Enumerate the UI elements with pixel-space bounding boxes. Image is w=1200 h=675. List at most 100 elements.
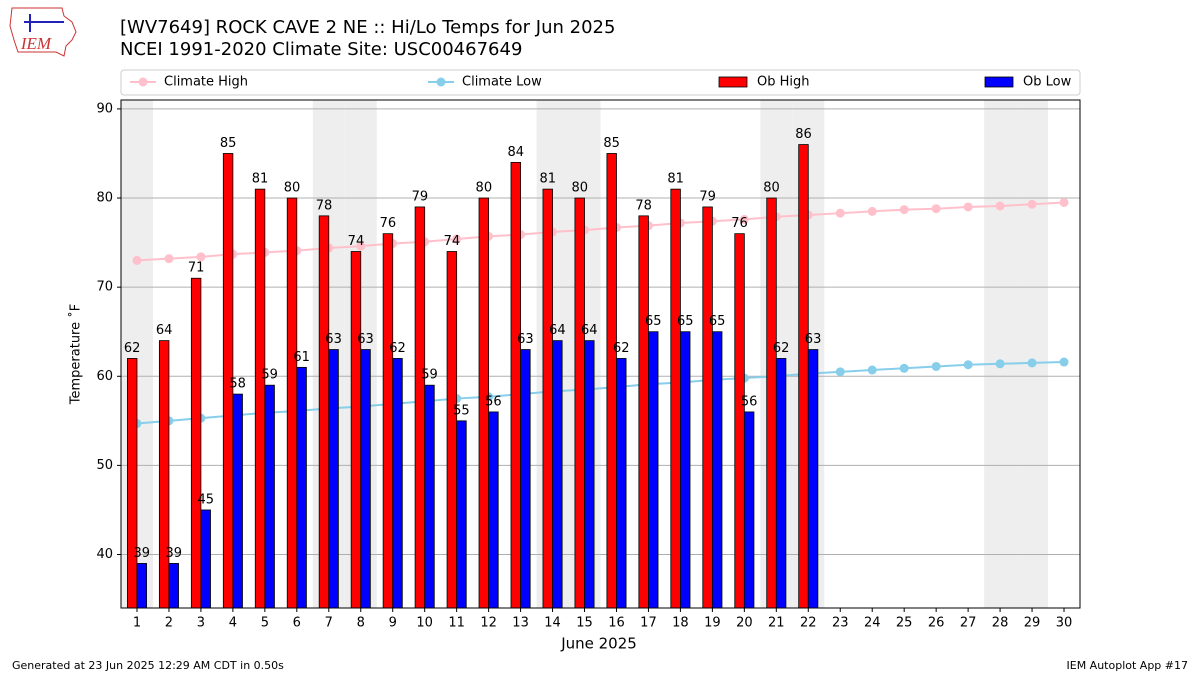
y-tick-label: 90 bbox=[96, 101, 113, 116]
bar bbox=[382, 233, 394, 609]
point bbox=[899, 363, 909, 373]
bar bbox=[264, 384, 275, 609]
value-label: 62 bbox=[124, 341, 141, 356]
bar bbox=[190, 277, 202, 609]
point bbox=[196, 252, 206, 262]
value-label: 64 bbox=[156, 323, 173, 338]
x-tick-label: 5 bbox=[261, 616, 269, 631]
value-label: 63 bbox=[517, 332, 534, 347]
point bbox=[1027, 199, 1037, 209]
x-tick-label: 28 bbox=[992, 616, 1009, 631]
x-tick-label: 10 bbox=[416, 616, 433, 631]
bar bbox=[446, 251, 458, 609]
x-tick-label: 23 bbox=[832, 616, 849, 631]
bar bbox=[542, 188, 553, 609]
value-label: 64 bbox=[549, 323, 566, 338]
value-label: 62 bbox=[773, 341, 790, 356]
bar bbox=[520, 349, 531, 609]
x-tick-label: 17 bbox=[640, 616, 657, 631]
value-label: 65 bbox=[645, 314, 662, 329]
value-label: 63 bbox=[805, 332, 822, 347]
bar bbox=[296, 366, 307, 609]
x-tick-label: 13 bbox=[512, 616, 529, 631]
point bbox=[132, 255, 142, 265]
value-label: 55 bbox=[453, 403, 470, 418]
bar bbox=[702, 206, 713, 609]
x-tick-label: 18 bbox=[672, 616, 689, 631]
bar bbox=[807, 349, 819, 609]
logo-text: IEM bbox=[20, 34, 52, 53]
value-label: 85 bbox=[220, 136, 237, 151]
value-label: 78 bbox=[635, 198, 652, 213]
x-tick-label: 3 bbox=[197, 616, 205, 631]
bar bbox=[328, 349, 339, 609]
bar bbox=[136, 563, 147, 609]
y-tick-label: 40 bbox=[96, 547, 113, 562]
x-tick-label: 7 bbox=[325, 616, 333, 631]
bar bbox=[318, 215, 330, 609]
bar bbox=[584, 340, 595, 609]
x-tick-label: 2 bbox=[165, 616, 173, 631]
bar bbox=[574, 197, 585, 609]
bar bbox=[743, 411, 755, 609]
x-tick-label: 11 bbox=[448, 616, 465, 631]
value-label: 86 bbox=[795, 127, 812, 142]
bar bbox=[200, 509, 211, 609]
legend-label: Climate High bbox=[164, 75, 248, 90]
point bbox=[356, 241, 366, 251]
shade-band bbox=[984, 100, 1017, 608]
value-label: 74 bbox=[444, 234, 461, 249]
bar bbox=[606, 153, 617, 609]
value-label: 63 bbox=[325, 332, 342, 347]
plot-area: 62 64 71 85 81 80 78 74 76 79 74 80 84 81 80 85 78 81 79 76… bbox=[121, 100, 1080, 609]
x-tick-label: 19 bbox=[704, 616, 721, 631]
value-label: 84 bbox=[508, 145, 525, 160]
x-tick-label: 27 bbox=[960, 616, 977, 631]
legend-swatch bbox=[984, 76, 1014, 88]
legend-marker bbox=[436, 77, 446, 87]
point bbox=[835, 367, 845, 377]
value-label: 80 bbox=[476, 181, 493, 196]
x-tick-label: 29 bbox=[1024, 616, 1041, 631]
value-label: 80 bbox=[763, 181, 780, 196]
legend-label: Ob High bbox=[757, 75, 810, 90]
value-label: 79 bbox=[412, 189, 429, 204]
x-tick-label: 22 bbox=[800, 616, 817, 631]
point bbox=[963, 360, 973, 370]
value-label: 39 bbox=[165, 546, 182, 561]
value-label: 81 bbox=[539, 172, 556, 187]
y-tick-label: 80 bbox=[96, 191, 113, 206]
value-label: 39 bbox=[134, 546, 151, 561]
footer-left: Generated at 23 Jun 2025 12:29 AM CDT in… bbox=[12, 659, 284, 672]
value-label: 76 bbox=[380, 216, 397, 231]
x-tick-label: 8 bbox=[357, 616, 365, 631]
legend-swatch bbox=[718, 76, 748, 88]
x-tick-label: 1 bbox=[133, 616, 141, 631]
point bbox=[963, 202, 973, 212]
bar bbox=[775, 358, 787, 609]
value-label: 65 bbox=[677, 314, 694, 329]
chart-title: [WV7649] ROCK CAVE 2 NE :: Hi/Lo Temps f… bbox=[120, 17, 615, 38]
x-tick-label: 16 bbox=[608, 616, 625, 631]
bar bbox=[168, 563, 179, 609]
bar bbox=[510, 161, 521, 609]
x-tick-label: 4 bbox=[229, 616, 237, 631]
point bbox=[995, 359, 1005, 369]
value-label: 74 bbox=[348, 234, 365, 249]
plot-frame bbox=[120, 99, 1081, 609]
x-tick-label: 12 bbox=[480, 616, 497, 631]
point bbox=[452, 234, 462, 244]
bar bbox=[711, 331, 723, 609]
value-label: 65 bbox=[709, 314, 726, 329]
bar bbox=[734, 233, 745, 609]
bar bbox=[766, 197, 777, 609]
x-tick-label: 30 bbox=[1056, 616, 1073, 631]
x-tick-label: 15 bbox=[576, 616, 593, 631]
x-tick-label: 6 bbox=[293, 616, 301, 631]
bar bbox=[616, 358, 627, 609]
chart-subtitle: NCEI 1991-2020 Climate Site: USC00467649 bbox=[120, 39, 522, 60]
x-tick-label: 24 bbox=[864, 616, 881, 631]
bar bbox=[488, 411, 499, 609]
x-tick-label: 25 bbox=[896, 616, 913, 631]
